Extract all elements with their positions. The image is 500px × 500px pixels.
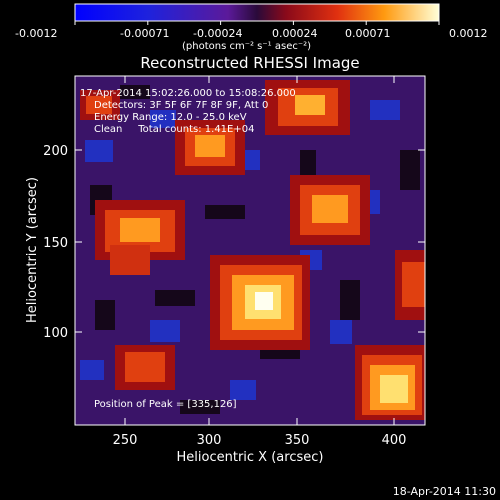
x-tick-label: 350 — [285, 433, 310, 448]
footer-timestamp: 18-Apr-2014 11:30 — [393, 485, 496, 498]
info-annotations: 17-Apr-2014 15:02:26.000 to 15:08:26.000… — [80, 88, 296, 410]
colorbar-units-label: (photons cm⁻² s⁻¹ asec⁻²) — [182, 41, 311, 52]
colorbar: -0.0012 -0.00071 -0.00024 0.00024 0.0007… — [15, 3, 488, 52]
source-bottom-left — [115, 345, 175, 390]
plot-frame — [74, 75, 426, 426]
annotation-energy-range: Energy Range: 12.0 - 25.0 keV — [94, 112, 247, 123]
y-tick-label: 100 — [43, 326, 68, 341]
source-peak — [210, 255, 310, 350]
annotation-detectors: Detectors: 3F 5F 6F 7F 8F 9F, Att 0 — [94, 100, 268, 111]
x-tick-label: 250 — [113, 433, 138, 448]
colorbar-tick-label: -0.00024 — [193, 27, 242, 40]
y-axis-label: Heliocentric Y (arcsec) — [25, 177, 40, 323]
colorbar-tick-label: 0.00024 — [272, 27, 318, 40]
source-upper-right — [265, 80, 350, 135]
source-bottom-right — [355, 345, 425, 420]
colorbar-tick-label: 0.00071 — [345, 27, 391, 40]
x-tick-label: 400 — [382, 433, 407, 448]
source-upper-mid — [175, 120, 245, 175]
colorbar-tick-label: -0.00071 — [120, 27, 169, 40]
colorbar-tick-label: -0.0012 — [15, 27, 57, 40]
annotation-clean: Clean Total counts: 1.41E+04 — [94, 124, 254, 135]
y-tick-label: 200 — [43, 144, 68, 159]
source-right-edge — [395, 250, 425, 320]
source-left-upper — [80, 90, 120, 120]
x-axis-label: Heliocentric X (arcsec) — [177, 450, 324, 465]
axis-ticks — [75, 76, 425, 425]
x-tick-label: 300 — [197, 433, 222, 448]
annotation-peak-position: Position of Peak = [335,126] — [94, 399, 237, 410]
colorbar-tick-label: 0.0012 — [449, 27, 488, 40]
rhessi-image — [75, 76, 425, 425]
colorbar-gradient — [74, 3, 440, 22]
source-right-mid — [290, 175, 370, 245]
source-left-mid — [95, 200, 185, 275]
y-tick-label: 150 — [43, 236, 68, 251]
annotation-time-range: 17-Apr-2014 15:02:26.000 to 15:08:26.000 — [80, 88, 296, 99]
plot-title: Reconstructed RHESSI Image — [140, 54, 359, 72]
